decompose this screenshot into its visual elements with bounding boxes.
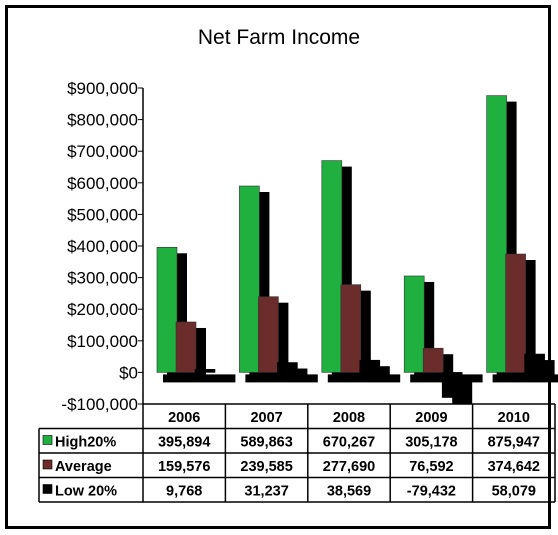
bar-high20--2007 [239, 185, 260, 373]
bar-low-20--2007 [277, 362, 298, 373]
data-table-value: 670,267 [323, 435, 375, 451]
data-table-value: 305,178 [405, 435, 457, 451]
bar-average-2009 [422, 347, 444, 373]
bar-shadow [287, 368, 308, 379]
y-tick-label: -$100,000 [61, 395, 138, 414]
y-tick-label: $500,000 [67, 205, 138, 224]
legend-label: Low 20% [55, 484, 117, 500]
data-table-value: 58,079 [492, 484, 536, 500]
y-tick-label: $100,000 [67, 332, 138, 351]
x-category-label: 2007 [250, 410, 282, 426]
bar-low-20--2010 [524, 353, 545, 373]
data-table-value: 38,569 [327, 484, 371, 500]
data-table-value: 374,642 [488, 459, 540, 475]
bar-average-2007 [258, 296, 279, 373]
bar-average-2008 [340, 284, 362, 373]
legend-swatch [42, 435, 53, 445]
legend-swatch [42, 484, 53, 494]
data-table-value: 277,690 [323, 459, 375, 475]
x-category-label: 2006 [168, 410, 200, 426]
bar-base-shadow [163, 374, 236, 383]
y-tick-label: $800,000 [67, 111, 138, 130]
bar-high20--2006 [156, 246, 178, 373]
y-tick-label: $600,000 [67, 174, 138, 193]
data-table-value: 875,947 [488, 435, 540, 451]
bar-average-2006 [175, 321, 197, 373]
bar-low-20--2008 [359, 359, 381, 373]
y-tick-label: $0 [119, 363, 138, 382]
legend-swatch [42, 459, 53, 470]
y-tick-label: $300,000 [67, 269, 138, 288]
x-category-label: 2009 [415, 410, 447, 426]
legend-label: Average [55, 459, 112, 475]
bar-high20--2008 [321, 160, 343, 373]
bar-base-shadow [410, 374, 483, 383]
chart-frame [5, 5, 551, 529]
data-table-value: 159,576 [158, 459, 210, 475]
data-table-value: 31,237 [244, 484, 288, 500]
legend-label: High20% [55, 435, 116, 451]
y-tick-label: $200,000 [67, 300, 138, 319]
bar-base-shadow [327, 374, 401, 383]
data-table-value: 9,768 [166, 484, 202, 500]
data-table-value: 239,585 [240, 459, 292, 475]
y-tick-label: $700,000 [67, 142, 138, 161]
bar-average-2010 [505, 253, 526, 373]
data-table-value: 76,592 [409, 459, 453, 475]
bar-high20--2010 [486, 95, 507, 373]
data-table-value: -79,432 [407, 484, 456, 500]
data-table-value: 589,863 [240, 435, 292, 451]
bar-low-20--2006 [194, 369, 216, 373]
data-table-value: 395,894 [158, 435, 210, 451]
bar-base-shadow [245, 374, 318, 383]
bar-high20--2009 [403, 275, 425, 373]
x-category-label: 2010 [498, 410, 530, 426]
x-category-label: 2008 [333, 410, 365, 426]
chart-title: Net Farm Income [197, 26, 361, 49]
y-tick-label: $400,000 [67, 237, 138, 256]
bar-base-shadow [492, 374, 558, 383]
y-tick-label: $900,000 [67, 79, 138, 98]
